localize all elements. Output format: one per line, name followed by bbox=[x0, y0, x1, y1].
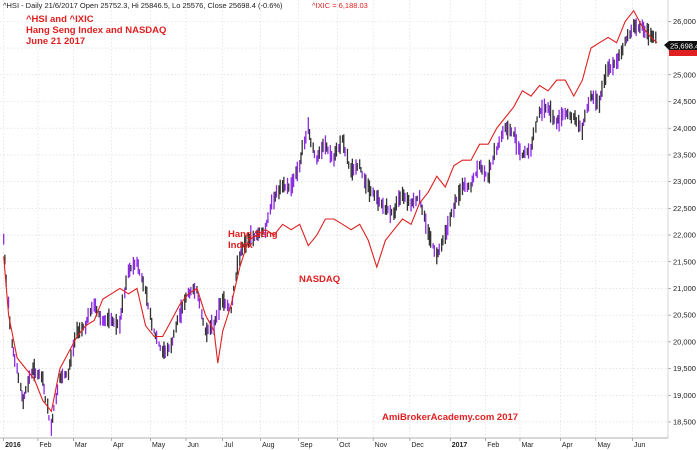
y-tick-label: 18,500 bbox=[673, 418, 696, 427]
header-hsi-text: ^HSI - Daily 21/6/2017 Open 25752.3, Hi … bbox=[3, 1, 283, 10]
title-line-1: ^HSI and ^IXIC bbox=[26, 14, 94, 25]
y-tick-label: 22,000 bbox=[673, 231, 696, 240]
title-line-2: Hang Seng Index and NASDAQ bbox=[26, 25, 166, 36]
y-tick-label: 26,000 bbox=[673, 17, 696, 26]
y-tick-label: 19,500 bbox=[673, 364, 696, 373]
x-tick-label: Apr bbox=[562, 442, 574, 449]
x-tick-label: Jun bbox=[187, 442, 198, 449]
x-axis: 2016 Feb Mar Apr May Jun Jul Aug Sep Oct Nov Dec 201… bbox=[3, 438, 645, 449]
x-tick-label: Feb bbox=[39, 442, 51, 449]
y-tick-label: 21,000 bbox=[673, 284, 696, 293]
x-tick-label: Jun bbox=[634, 442, 645, 449]
hsi-series bbox=[3, 18, 657, 436]
y-tick-label: 22,500 bbox=[673, 204, 696, 213]
x-tick-label: Aug bbox=[262, 442, 275, 449]
x-tick-label: Apr bbox=[113, 442, 125, 449]
watermark-text: AmiBrokerAcademy.com 2017 bbox=[382, 412, 518, 423]
y-tick-label: 23,500 bbox=[673, 151, 696, 160]
last-value-tag-text: 25,698.4 bbox=[670, 42, 697, 51]
title-line-3: June 21 2017 bbox=[26, 36, 85, 47]
x-tick-label: May bbox=[597, 442, 611, 449]
x-tick-label: Oct bbox=[339, 442, 350, 449]
y-tick-label: 21,500 bbox=[673, 257, 696, 266]
nasdaq-annotation: NASDAQ bbox=[299, 274, 340, 285]
y-tick-label: 24,500 bbox=[673, 97, 696, 106]
y-tick-label: 23,000 bbox=[673, 177, 696, 186]
x-tick-label: Mar bbox=[75, 442, 88, 449]
y-tick-label: 24,000 bbox=[673, 124, 696, 133]
grid bbox=[0, 0, 668, 438]
x-tick-label: Sep bbox=[300, 442, 313, 449]
x-tick-label: Dec bbox=[411, 442, 424, 449]
y-tick-label: 19,000 bbox=[673, 391, 696, 400]
last-value-tag: 25,698.4 bbox=[664, 41, 697, 56]
y-tick-label: 20,500 bbox=[673, 311, 696, 320]
x-tick-label: Jul bbox=[224, 442, 233, 449]
hsi-annotation-line-1: Hang Seng bbox=[228, 229, 278, 240]
x-tick-label: May bbox=[152, 442, 166, 449]
x-tick-label: 2017 bbox=[452, 442, 468, 449]
y-tick-label: 25,000 bbox=[673, 70, 696, 79]
x-tick-label: 2016 bbox=[5, 442, 21, 449]
x-tick-label: Mar bbox=[521, 442, 534, 449]
y-tick-label: 20,000 bbox=[673, 337, 696, 346]
x-tick-label: Nov bbox=[375, 442, 388, 449]
x-tick-label: Feb bbox=[487, 442, 499, 449]
hsi-annotation-line-2: Index bbox=[228, 240, 254, 251]
header-ixic-text: ^IXIC = 6,188.03 bbox=[312, 1, 368, 10]
nasdaq-series-line bbox=[3, 9, 658, 413]
